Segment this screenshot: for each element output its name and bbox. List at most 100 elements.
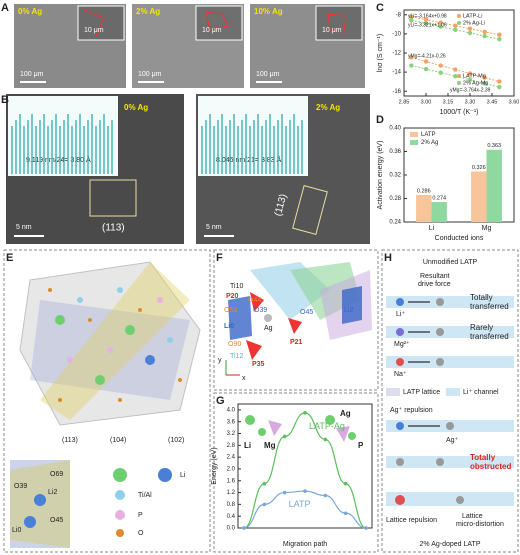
scale-label: 5 nm — [206, 224, 222, 231]
x-tick-label: 3.45 — [487, 99, 498, 105]
point — [453, 74, 458, 79]
point — [467, 77, 473, 83]
axis-label: y — [218, 357, 222, 364]
point — [438, 63, 443, 68]
atom-label: O44 — [248, 297, 261, 304]
y-tick-label: 0.8 — [227, 502, 236, 508]
migration-icons — [245, 415, 356, 442]
point — [323, 493, 328, 498]
legend-label: 2% Ag — [421, 140, 438, 146]
y-tick-label: -16 — [392, 89, 401, 95]
image-label: 0% Ag — [124, 103, 148, 112]
scale-label: 10 μm — [84, 27, 104, 34]
panel-letter: G — [216, 395, 225, 407]
point — [497, 84, 502, 90]
scale-label: 100 μm — [256, 71, 280, 78]
scale-label: 5 nm — [16, 224, 32, 231]
y-tick-label: 0.24 — [389, 220, 401, 226]
x-tick-label: 3.60 — [509, 99, 520, 105]
atom-label: Li2 — [48, 489, 57, 496]
atom-label: O39 — [14, 483, 27, 490]
atom-label: O45 — [300, 309, 313, 316]
atom-label: Li0 — [12, 527, 21, 534]
ion-label: Na⁺ — [394, 371, 407, 378]
y-tick-label: 0.36 — [389, 149, 401, 155]
scale-label: 10 μm — [322, 27, 342, 34]
point — [453, 23, 458, 28]
outcome: Totally — [470, 453, 496, 462]
point — [343, 511, 348, 516]
atom-label: O53 — [224, 307, 237, 314]
panel-letter: F — [216, 252, 223, 264]
point — [467, 26, 473, 31]
point — [343, 481, 348, 486]
panel-footer: 2% Ag-doped LATP — [420, 541, 481, 548]
axis-label: x — [242, 375, 246, 382]
note: Lattice repulsion — [386, 517, 437, 524]
point — [482, 33, 487, 39]
y-tick-label: -14 — [392, 70, 401, 76]
legend-swatch — [457, 81, 461, 85]
panel-letter: H — [384, 252, 392, 264]
y-tick-label: 3.2 — [227, 431, 236, 437]
atom-label: Ti10 — [230, 283, 243, 290]
legend-label: 2% Ag-Mg — [463, 80, 488, 86]
y-tick-label: 0.40 — [389, 126, 401, 132]
plane-label: (102) — [168, 437, 184, 444]
note: Resultant — [420, 273, 450, 280]
x-tick-label: 2.85 — [399, 99, 410, 105]
point — [423, 66, 429, 72]
y-tick-label: 0.28 — [389, 196, 401, 202]
y-axis-label: lnσ (S cm⁻¹) — [377, 34, 384, 72]
equation: yLi=-3.321x+1.06 — [408, 22, 447, 28]
point — [482, 75, 487, 80]
ion-label: Li⁺ — [396, 311, 405, 318]
atom-label: O69 — [50, 471, 63, 478]
x-tick-label: 3.00 — [421, 99, 432, 105]
equation: yLi=-3.164x+0.98 — [408, 13, 447, 19]
equation: yMg=-4.21x-0.26 — [408, 53, 446, 59]
bar — [486, 149, 502, 222]
note: Ag⁺ repulsion — [390, 407, 433, 414]
point — [423, 21, 429, 26]
structure-f — [225, 262, 372, 376]
atom-label: P35 — [252, 361, 265, 368]
plot-frame — [237, 403, 373, 529]
sem-images — [14, 4, 365, 88]
y-axis-label: Activation energy (eV) — [377, 141, 384, 210]
point — [409, 63, 414, 68]
image-label: 10% Ag — [254, 7, 283, 16]
point — [409, 14, 414, 19]
scale-label: 100 μm — [138, 71, 162, 78]
x-tick-label: 3.15 — [443, 99, 454, 105]
point — [423, 17, 429, 22]
value-label: 0.363 — [487, 143, 501, 149]
legend-label: O — [138, 530, 144, 537]
atom-label: Ag — [340, 409, 351, 418]
legend-label: LATP-Mg — [463, 73, 486, 79]
atom-label: O90 — [228, 341, 241, 348]
bar — [416, 194, 432, 222]
point — [438, 24, 443, 29]
ion-label: Mg²⁺ — [394, 341, 410, 348]
point — [438, 20, 443, 25]
crystal-structure — [10, 261, 201, 548]
point — [323, 437, 328, 442]
y-tick-label: 2.0 — [227, 467, 236, 473]
point — [282, 490, 287, 495]
legend-swatch — [457, 14, 461, 18]
legend-swatch — [410, 132, 418, 137]
x-axis-label: Migration path — [283, 541, 327, 548]
legend-label: 2% Ag-Li — [463, 20, 485, 26]
legend-swatch — [457, 21, 461, 25]
y-tick-label: 2.4 — [227, 455, 236, 461]
legend-label: LATP — [421, 132, 436, 138]
point — [482, 29, 487, 34]
point — [282, 434, 287, 439]
outcome: Totally — [470, 293, 493, 302]
point — [497, 37, 502, 42]
atom-label: Li2 — [344, 307, 353, 314]
scale-label: 10 μm — [202, 27, 222, 34]
atom-label: P20 — [226, 293, 239, 300]
